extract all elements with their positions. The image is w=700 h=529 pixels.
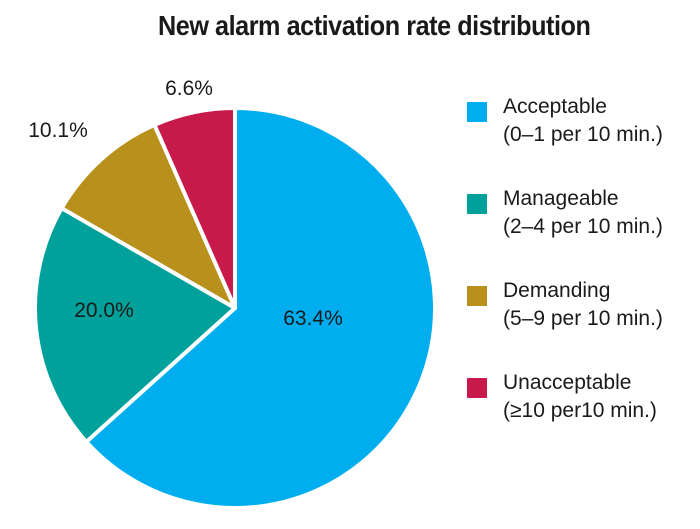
pie-slice-labels: 63.4% 20.0% 10.1% 6.6% xyxy=(28,77,343,330)
legend-swatch-manageable xyxy=(467,194,487,214)
legend-label-line2: (≥10 per10 min.) xyxy=(503,399,657,422)
slice-value-label-unacceptable: 6.6% xyxy=(165,77,213,100)
legend-label-demanding: Demanding (5–9 per 10 min.) xyxy=(503,277,663,333)
legend-label-line1: Manageable xyxy=(503,187,619,210)
legend-label-acceptable: Acceptable (0–1 per 10 min.) xyxy=(503,93,663,149)
legend-label-manageable: Manageable (2–4 per 10 min.) xyxy=(503,185,663,241)
legend-swatch-acceptable xyxy=(467,102,487,122)
slice-value-label-acceptable: 63.4% xyxy=(283,307,343,330)
chart-title: New alarm activation rate distribution xyxy=(158,10,591,41)
legend-label-line1: Acceptable xyxy=(503,95,607,118)
legend-swatch-unacceptable xyxy=(467,378,487,398)
pie-slice-manageable xyxy=(33,206,237,444)
legend-label-line2: (2–4 per 10 min.) xyxy=(503,215,663,238)
slice-value-label-demanding: 10.1% xyxy=(28,119,88,142)
legend-label-line1: Demanding xyxy=(503,279,611,302)
legend-swatch-demanding xyxy=(467,286,487,306)
legend-label-line2: (0–1 per 10 min.) xyxy=(503,123,663,146)
legend-label-line1: Unacceptable xyxy=(503,371,632,394)
pie-slice-unacceptable xyxy=(152,106,237,310)
slice-value-label-manageable: 20.0% xyxy=(74,299,134,322)
legend-label-line2: (5–9 per 10 min.) xyxy=(503,307,663,330)
pie-slice-demanding xyxy=(59,122,237,310)
pie-slices xyxy=(33,106,437,510)
pie-slice-acceptable xyxy=(84,106,437,510)
legend-label-unacceptable: Unacceptable (≥10 per10 min.) xyxy=(503,369,657,425)
